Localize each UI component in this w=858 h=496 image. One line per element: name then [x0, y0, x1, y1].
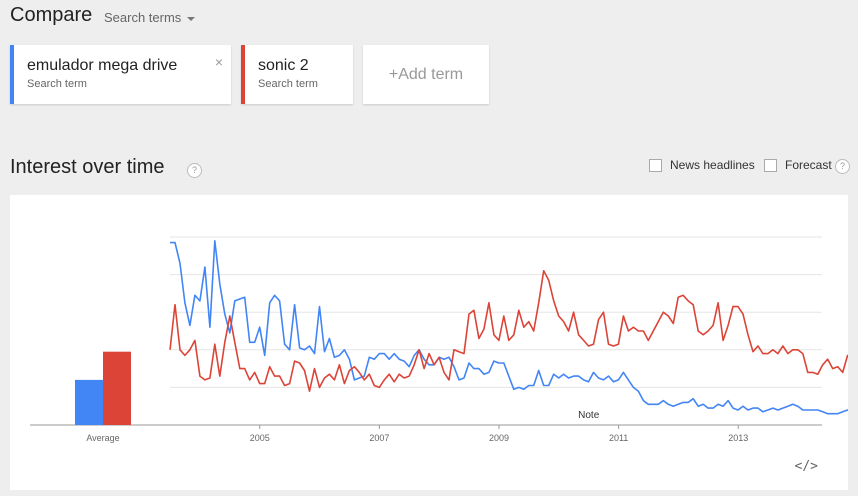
- average-label: Average: [86, 433, 119, 443]
- forecast-toggle[interactable]: Forecast: [764, 158, 832, 172]
- x-tick-label: 2013: [728, 433, 748, 443]
- search-terms-label: Search terms: [104, 10, 182, 25]
- embed-code-icon[interactable]: </>: [794, 459, 818, 474]
- help-icon[interactable]: ?: [835, 159, 850, 174]
- series-line: [170, 239, 858, 415]
- chevron-down-icon: [187, 16, 196, 21]
- interest-over-time-chart: 2005 2007 2009 2011 2013 Average Note: [30, 236, 858, 443]
- news-headlines-label: News headlines: [670, 158, 755, 172]
- compare-title: Compare: [10, 4, 93, 26]
- x-tick-label: 2007: [369, 433, 389, 443]
- add-term-button[interactable]: +Add term: [363, 45, 489, 104]
- term-name: emulador mega drive: [27, 57, 178, 74]
- term-type-label: Search term: [27, 78, 87, 90]
- term-name: sonic 2: [258, 57, 309, 74]
- term-card-1[interactable]: emulador mega drive Search term ×: [10, 45, 231, 104]
- term-color-accent: [10, 45, 14, 104]
- average-bar: [75, 379, 103, 425]
- section-title: Interest over time: [10, 156, 165, 178]
- note-label: Note: [578, 410, 600, 421]
- x-tick-label: 2005: [250, 433, 270, 443]
- help-icon[interactable]: ?: [187, 163, 202, 178]
- term-type-label: Search term: [258, 78, 318, 90]
- term-card-2[interactable]: sonic 2 Search term: [241, 45, 353, 104]
- x-tick-label: 2009: [489, 433, 509, 443]
- note-marker: [575, 408, 602, 421]
- term-color-accent: [241, 45, 245, 104]
- news-headlines-toggle[interactable]: News headlines: [649, 158, 755, 172]
- x-tick-label: 2011: [609, 433, 628, 443]
- search-terms-dropdown[interactable]: Search terms: [104, 10, 196, 25]
- forecast-label: Forecast: [785, 158, 832, 172]
- chart-panel: 2005 2007 2009 2011 2013 Average Note </>: [10, 195, 858, 490]
- forecast-checkbox[interactable]: [764, 158, 777, 172]
- average-bar: [103, 351, 131, 425]
- news-headlines-checkbox[interactable]: [649, 158, 662, 172]
- close-icon[interactable]: ×: [214, 54, 223, 70]
- series-line: [169, 270, 858, 392]
